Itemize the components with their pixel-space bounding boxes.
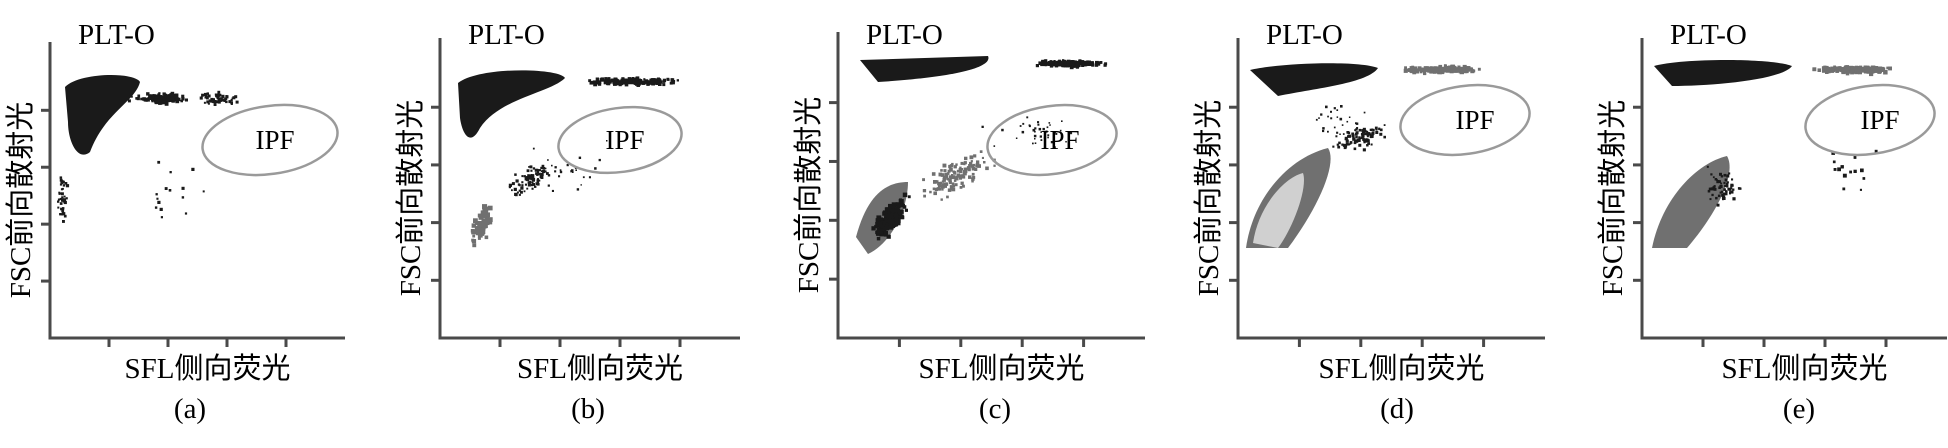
panel-title: PLT-O xyxy=(866,19,943,51)
ipf-gate xyxy=(986,103,1118,177)
panel-caption: (d) xyxy=(1380,393,1414,425)
panel-a: PLT-O FSC前向散射光 SFL侧向荧光 (a) IPF xyxy=(4,19,345,425)
panel-caption: (b) xyxy=(571,393,605,425)
ipf-gate xyxy=(201,103,339,177)
y-axis-label: FSC前向散射光 xyxy=(1596,100,1629,297)
axes xyxy=(1236,38,1545,340)
panel-d: PLT-O FSC前向散射光 SFL侧向荧光 (d) IPF xyxy=(1192,19,1545,425)
panel-title: PLT-O xyxy=(1670,19,1747,51)
panel-b: PLT-O FSC前向散射光 SFL侧向荧光 (b) IPF xyxy=(394,19,740,425)
ipf-gate xyxy=(1399,83,1531,157)
scatter-points xyxy=(458,70,679,248)
scatter-points xyxy=(856,56,1108,254)
ipf-label: IPF xyxy=(1040,125,1079,155)
axes xyxy=(1640,38,1947,340)
y-axis-label: FSC前向散射光 xyxy=(792,97,825,294)
scatter-points xyxy=(57,75,239,223)
panel-e: PLT-O FSC前向散射光 SFL侧向荧光 (e) IPF xyxy=(1596,19,1947,425)
scatter-points xyxy=(1652,60,1892,248)
ipf-label: IPF xyxy=(255,125,294,155)
ipf-label: IPF xyxy=(1860,105,1899,135)
axes xyxy=(438,38,740,340)
x-axis-label: SFL侧向荧光 xyxy=(919,352,1085,385)
x-axis-label: SFL侧向荧光 xyxy=(1319,352,1485,385)
x-axis-label: SFL侧向荧光 xyxy=(517,352,683,385)
x-axis-label: SFL侧向荧光 xyxy=(1722,352,1888,385)
axes xyxy=(48,42,345,340)
panel-c: PLT-O FSC前向散射光 SFL侧向荧光 (c) IPF xyxy=(792,19,1145,425)
y-axis-label: FSC前向散射光 xyxy=(394,100,427,297)
axes xyxy=(836,32,1145,340)
y-axis-label: FSC前向散射光 xyxy=(4,102,37,299)
panel-caption: (e) xyxy=(1783,393,1815,425)
panel-title: PLT-O xyxy=(78,19,155,51)
y-axis-label: FSC前向散射光 xyxy=(1192,100,1225,297)
scatter-points xyxy=(1246,63,1481,248)
panel-caption: (a) xyxy=(174,393,206,425)
panel-title: PLT-O xyxy=(1266,19,1343,51)
ipf-label: IPF xyxy=(1455,105,1494,135)
x-axis-label: SFL侧向荧光 xyxy=(125,352,291,385)
ipf-label: IPF xyxy=(605,125,644,155)
panel-caption: (c) xyxy=(979,393,1011,425)
panel-title: PLT-O xyxy=(468,19,545,51)
ipf-gate xyxy=(557,105,683,175)
ipf-gate xyxy=(1804,83,1936,157)
